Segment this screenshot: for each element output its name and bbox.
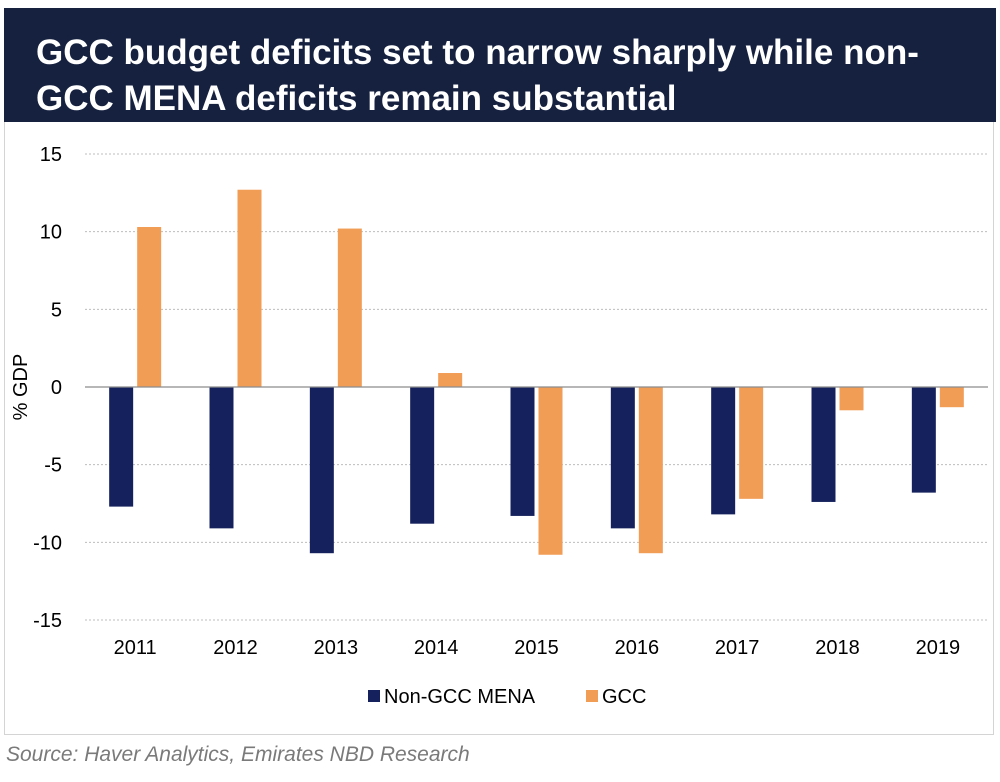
x-tick-label: 2015 <box>514 637 559 659</box>
bar-non-gcc-mena-2011 <box>109 387 134 507</box>
bar-non-gcc-mena-2017 <box>711 387 736 515</box>
legend-swatch-gcc <box>586 690 598 702</box>
x-tick-label: 2016 <box>615 637 660 659</box>
chart-canvas: 15 10 5 0 -5 -10 -15 2011 2012 2013 2014 2015 2016 2… <box>10 144 988 708</box>
y-tick-label: 15 <box>40 144 62 166</box>
legend-swatch-non-gcc-mena <box>368 690 380 702</box>
y-tick-label: -5 <box>44 455 62 477</box>
x-tick-label: 2018 <box>815 637 860 659</box>
bar-non-gcc-mena-2015 <box>510 387 535 516</box>
bar-non-gcc-mena-2019 <box>911 387 936 493</box>
x-tick-label: 2019 <box>916 637 961 659</box>
legend-label-gcc: GCC <box>602 686 646 708</box>
bar-non-gcc-mena-2014 <box>410 387 435 524</box>
bar-gcc-2018 <box>839 387 864 411</box>
chart-title: GCC budget deficits set to narrow sharpl… <box>4 8 996 122</box>
bar-gcc-2014 <box>438 373 463 387</box>
x-tick-label: 2013 <box>314 637 359 659</box>
bar-gcc-2015 <box>538 387 563 555</box>
legend-label-non-gcc-mena: Non-GCC MENA <box>384 686 536 708</box>
x-tick-label: 2011 <box>114 637 157 659</box>
y-tick-label: -10 <box>33 532 62 554</box>
source-note: Source: Haver Analytics, Emirates NBD Re… <box>6 743 470 766</box>
bar-gcc-2019 <box>939 387 964 408</box>
bar-gcc-2013 <box>337 228 362 387</box>
y-tick-label: 0 <box>51 377 62 399</box>
x-tick-label: 2012 <box>213 637 258 659</box>
x-tick-label: 2014 <box>414 637 459 659</box>
chart-area <box>4 122 994 735</box>
y-tick-label: 5 <box>51 299 62 321</box>
y-tick-label: -15 <box>33 610 62 632</box>
bar-gcc-2016 <box>638 387 663 554</box>
bar-non-gcc-mena-2012 <box>209 387 234 529</box>
bar-gcc-2011 <box>137 227 162 387</box>
bar-non-gcc-mena-2016 <box>610 387 635 529</box>
bar-gcc-2012 <box>237 189 262 387</box>
bar-non-gcc-mena-2018 <box>811 387 836 502</box>
y-tick-label: 10 <box>40 222 62 244</box>
y-axis-label: % GDP <box>10 354 32 421</box>
bar-gcc-2017 <box>739 387 764 499</box>
bar-non-gcc-mena-2013 <box>309 387 334 554</box>
x-tick-label: 2017 <box>715 637 760 659</box>
legend: Non-GCC MENA GCC <box>368 686 646 708</box>
